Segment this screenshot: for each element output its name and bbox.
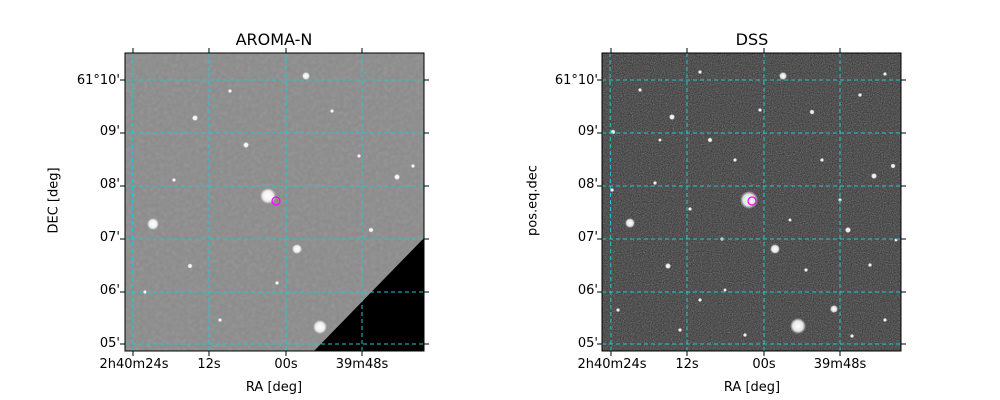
star-icon xyxy=(743,333,747,337)
star-icon xyxy=(858,93,862,97)
right-ytick-6: 05' xyxy=(577,336,598,351)
star-icon xyxy=(871,173,877,179)
star-icon xyxy=(707,137,713,143)
star-icon xyxy=(788,218,792,222)
left-xtick-2: 12s xyxy=(197,357,221,372)
star-icon xyxy=(883,72,887,76)
star-icon xyxy=(809,109,815,115)
right-tick-marks xyxy=(597,48,906,356)
right-image xyxy=(597,48,906,356)
left-frame xyxy=(124,52,425,352)
star-icon xyxy=(313,320,327,334)
star-icon xyxy=(758,108,762,112)
left-panel-xlabel: RA [deg] xyxy=(245,380,303,395)
star-icon xyxy=(804,268,808,272)
star-icon xyxy=(218,318,222,322)
star-icon xyxy=(770,244,780,254)
left-ytick-1: 61°10' xyxy=(76,73,120,88)
left-ytick-5: 06' xyxy=(99,283,120,298)
star-icon xyxy=(330,109,334,113)
left-tick-marks xyxy=(120,48,429,356)
left-ytick-2: 09' xyxy=(99,124,120,139)
star-icon xyxy=(411,164,415,168)
star-icon xyxy=(820,158,824,162)
star-icon xyxy=(187,263,193,269)
star-icon xyxy=(733,158,737,162)
star-icon xyxy=(698,298,702,302)
star-icon xyxy=(610,129,616,135)
star-icon xyxy=(357,154,361,158)
star-icon xyxy=(665,263,671,269)
star-icon xyxy=(610,188,614,192)
left-xtick-3: 00s xyxy=(274,357,298,372)
star-icon xyxy=(275,281,279,285)
left-ytick-6: 05' xyxy=(99,336,120,351)
star-icon xyxy=(292,244,302,254)
star-icon xyxy=(779,72,787,80)
left-xtick-4: 39m48s xyxy=(335,357,389,372)
star-icon xyxy=(678,328,682,332)
star-icon xyxy=(830,305,838,313)
star-icon xyxy=(890,163,896,169)
left-missing-corner xyxy=(314,238,424,351)
star-icon xyxy=(688,207,692,211)
star-icon xyxy=(698,70,702,74)
star-icon xyxy=(850,334,854,338)
star-icon xyxy=(147,218,159,230)
star-icon xyxy=(638,88,642,92)
left-grid xyxy=(125,52,424,352)
right-xtick-2: 12s xyxy=(675,357,699,372)
star-icon xyxy=(192,115,198,121)
left-image xyxy=(120,48,429,356)
star-icon xyxy=(260,188,276,204)
star-icon xyxy=(616,308,620,312)
right-panel-xlabel: RA [deg] xyxy=(723,380,781,395)
star-icon xyxy=(868,263,872,267)
right-grid xyxy=(602,52,901,352)
star-icon xyxy=(302,72,310,80)
star-icon xyxy=(669,114,675,120)
right-xtick-4: 39m48s xyxy=(813,357,867,372)
left-ytick-3: 08' xyxy=(99,177,120,192)
star-icon xyxy=(368,227,374,233)
right-frame xyxy=(601,52,902,352)
star-icon xyxy=(243,142,249,148)
target-marker-icon xyxy=(747,196,757,206)
right-ytick-2: 09' xyxy=(577,124,598,139)
star-icon xyxy=(883,318,887,322)
right-ytick-4: 07' xyxy=(577,230,598,245)
right-ytick-3: 08' xyxy=(577,177,598,192)
right-xtick-3: 00s xyxy=(752,357,776,372)
star-icon xyxy=(845,227,851,233)
left-ytick-4: 07' xyxy=(99,230,120,245)
target-marker-icon xyxy=(271,196,281,206)
star-icon xyxy=(143,290,147,294)
right-ytick-5: 06' xyxy=(577,283,598,298)
star-icon xyxy=(394,174,400,180)
star-icon xyxy=(723,288,727,292)
star-icon xyxy=(172,178,176,182)
right-ytick-1: 61°10' xyxy=(554,73,598,88)
right-xtick-1: 2h40m24s xyxy=(577,357,647,372)
left-panel-title: AROMA-N xyxy=(235,30,313,49)
star-icon xyxy=(653,181,657,185)
star-icon xyxy=(790,318,806,334)
right-panel-title: DSS xyxy=(735,30,769,49)
star-icon xyxy=(228,89,232,93)
star-icon xyxy=(658,138,662,142)
left-xtick-1: 2h40m24s xyxy=(99,357,169,372)
star-icon xyxy=(625,218,635,228)
